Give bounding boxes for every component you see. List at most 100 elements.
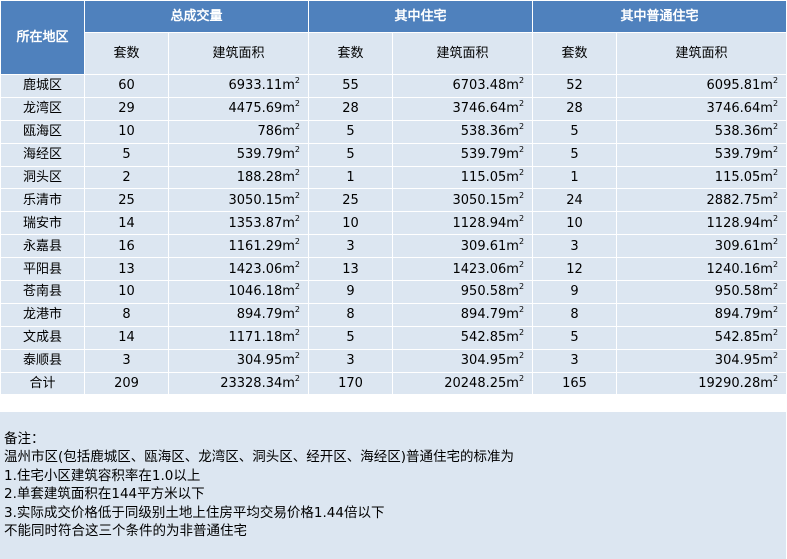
- header-res-area: 建筑面积: [392, 32, 534, 75]
- square-superscript: 2: [294, 305, 301, 315]
- transaction-table: 所在地区 总成交量 其中住宅 其中普通住宅 套数 建筑面积 套数 建筑面积 套数…: [0, 0, 787, 396]
- area-cell: 894.79m2: [616, 302, 787, 327]
- note-line: 温州市区(包括鹿城区、瓯海区、龙湾区、洞头区、经开区、海经区)普通住宅的标准为: [4, 449, 515, 466]
- square-superscript: 2: [772, 374, 779, 384]
- area-cell: 115.05m2: [392, 165, 534, 190]
- region-cell: 瑞安市: [0, 211, 85, 236]
- area-value: 6703.48m: [452, 78, 519, 94]
- table-row: 瑞安市 14 1353.87m2 10 1128.94m2 10 1128.94m2: [0, 211, 787, 236]
- count-cell: 8: [308, 302, 394, 327]
- area-value: 786m: [257, 124, 295, 140]
- area-cell: 2882.75m2: [616, 188, 787, 213]
- area-value: 542.85m: [714, 330, 773, 346]
- area-cell: 188.28m2: [167, 165, 310, 190]
- region-cell: 平阳县: [0, 257, 85, 282]
- area-value: 1128.94m: [706, 215, 773, 231]
- area-value: 1171.18m: [228, 330, 295, 346]
- area-cell: 304.95m2: [392, 348, 534, 373]
- area-cell: 304.95m2: [616, 348, 787, 373]
- area-cell: 539.79m2: [167, 142, 310, 167]
- total-row: 合计 209 23328.34m2 170 20248.25m2 165 19290.28m…: [0, 371, 787, 396]
- table-row: 永嘉县 16 1161.29m2 3 309.61m2 3 309.61m2: [0, 234, 787, 259]
- header-residential: 其中住宅: [308, 0, 534, 33]
- area-value: 950.58m: [714, 284, 773, 300]
- square-superscript: 2: [772, 259, 779, 269]
- area-value: 115.05m: [460, 170, 519, 185]
- area-cell: 115.05m2: [616, 165, 787, 190]
- count-cell: 170: [308, 371, 394, 396]
- area-value: 539.79m: [460, 147, 519, 163]
- area-cell: 23328.34m2: [167, 371, 310, 396]
- region-cell: 乐清市: [0, 188, 85, 213]
- region-cell: 龙港市: [0, 302, 85, 327]
- count-cell: 24: [532, 188, 618, 213]
- count-cell: 10: [532, 211, 618, 236]
- area-cell: 3746.64m2: [616, 96, 787, 121]
- area-cell: 20248.25m2: [392, 371, 534, 396]
- area-cell: 539.79m2: [392, 142, 534, 167]
- area-cell: 1128.94m2: [392, 211, 534, 236]
- header-ordinary-residential: 其中普通住宅: [532, 0, 787, 33]
- square-superscript: 2: [294, 122, 301, 132]
- area-value: 309.61m: [714, 238, 773, 254]
- square-superscript: 2: [772, 99, 779, 109]
- square-superscript: 2: [294, 374, 301, 384]
- count-cell: 5: [532, 119, 618, 144]
- area-cell: 1423.06m2: [392, 257, 534, 282]
- square-superscript: 2: [294, 351, 301, 361]
- table-row: 龙港市 8 894.79m2 8 894.79m2 8 894.79m2: [0, 302, 787, 327]
- area-value: 3746.64m: [706, 101, 773, 117]
- count-cell: 5: [84, 142, 169, 167]
- square-superscript: 2: [518, 190, 525, 200]
- area-value: 3050.15m: [452, 192, 519, 208]
- square-superscript: 2: [772, 168, 779, 177]
- area-value: 538.36m: [460, 124, 519, 140]
- count-cell: 12: [532, 257, 618, 282]
- header-ord-count: 套数: [532, 32, 618, 75]
- square-superscript: 2: [518, 213, 525, 223]
- square-superscript: 2: [518, 76, 525, 86]
- square-superscript: 2: [518, 168, 525, 177]
- count-cell: 3: [532, 348, 618, 373]
- area-value: 2882.75m: [706, 192, 773, 208]
- count-cell: 55: [308, 74, 394, 98]
- square-superscript: 2: [518, 374, 525, 384]
- table-row: 乐清市 25 3050.15m2 25 3050.15m2 24 2882.75m2: [0, 188, 787, 213]
- area-value: 1353.87m: [228, 215, 295, 231]
- area-cell: 1240.16m2: [616, 257, 787, 282]
- square-superscript: 2: [294, 259, 301, 269]
- area-cell: 6095.81m2: [616, 74, 787, 98]
- square-superscript: 2: [772, 351, 779, 361]
- count-cell: 5: [308, 142, 394, 167]
- header-row-sub: 套数 建筑面积 套数 建筑面积 套数 建筑面积: [1, 32, 787, 75]
- area-cell: 542.85m2: [616, 325, 787, 350]
- area-cell: 1171.18m2: [167, 325, 310, 350]
- count-cell: 10: [308, 211, 394, 236]
- square-superscript: 2: [518, 99, 525, 109]
- region-cell: 文成县: [0, 325, 85, 350]
- area-value: 309.61m: [460, 238, 519, 254]
- table-row: 泰顺县 3 304.95m2 3 304.95m2 3 304.95m2: [0, 348, 787, 373]
- area-cell: 1423.06m2: [167, 257, 310, 282]
- region-cell: 海经区: [0, 142, 85, 167]
- area-cell: 19290.28m2: [616, 371, 787, 396]
- square-superscript: 2: [772, 190, 779, 200]
- area-value: 950.58m: [460, 284, 519, 300]
- area-cell: 538.36m2: [616, 119, 787, 144]
- count-cell: 13: [308, 257, 394, 282]
- count-cell: 3: [308, 234, 394, 259]
- area-value: 4475.69m: [228, 101, 295, 117]
- count-cell: 9: [532, 280, 618, 304]
- square-superscript: 2: [518, 351, 525, 361]
- square-superscript: 2: [772, 213, 779, 223]
- square-superscript: 2: [294, 236, 301, 246]
- note-line: 1.住宅小区建筑容积率在1.0以上: [4, 467, 201, 484]
- region-cell: 龙湾区: [0, 96, 85, 121]
- header-ord-area: 建筑面积: [616, 32, 787, 75]
- count-cell: 25: [84, 188, 169, 213]
- note-line: 3.实际成交价格低于同级别土地上住房平均交易价格1.44倍以下: [4, 504, 385, 521]
- count-cell: 5: [308, 119, 394, 144]
- notes-section: 备注： 温州市区(包括鹿城区、瓯海区、龙湾区、洞头区、经开区、海经区)普通住宅的标…: [0, 411, 786, 559]
- square-superscript: 2: [772, 236, 779, 246]
